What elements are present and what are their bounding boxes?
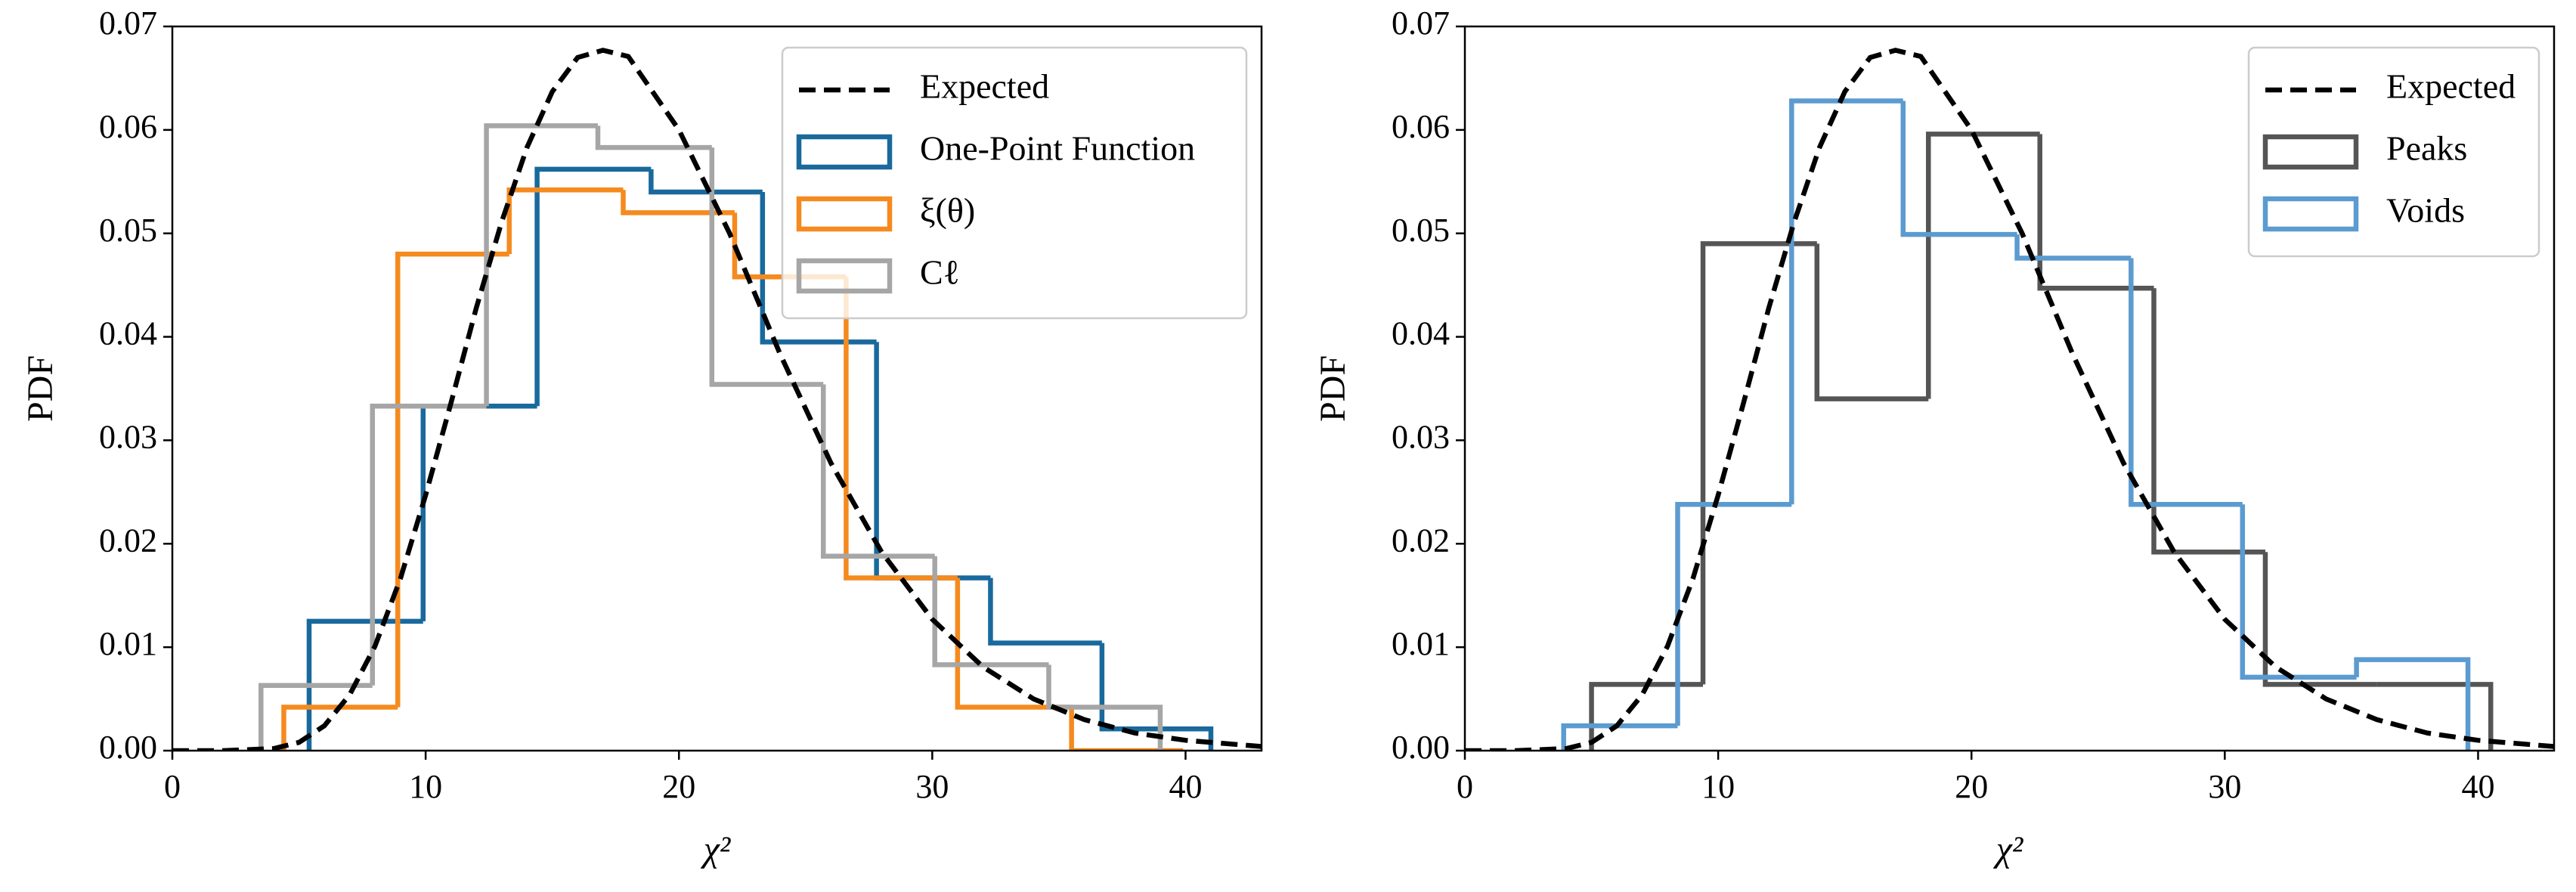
legend-box xyxy=(781,46,1248,320)
x-tick-label: 0 xyxy=(1457,768,1473,805)
histogram-step xyxy=(874,342,991,581)
x-tick-label: 10 xyxy=(1701,768,1735,805)
histogram-step xyxy=(2262,552,2377,687)
expected-curve xyxy=(1465,48,2554,751)
y-tick-label: 0.05 xyxy=(99,212,157,249)
histogram-step xyxy=(2354,657,2471,751)
plot-area xyxy=(1465,48,2554,751)
histogram-step xyxy=(534,166,652,407)
legend-label: Expected xyxy=(920,67,1049,106)
y-tick-label: 0.07 xyxy=(99,5,157,42)
histogram-step xyxy=(760,191,877,345)
histogram-step xyxy=(2151,288,2265,555)
y-tick-label: 0.00 xyxy=(99,729,157,766)
legend-label: Voids xyxy=(2386,191,2465,230)
histogram-step xyxy=(2240,504,2357,680)
histogram-step xyxy=(2014,234,2132,261)
y-tick-label: 0.01 xyxy=(99,625,157,662)
histogram-step xyxy=(1589,682,1704,751)
histogram-step xyxy=(2376,682,2494,751)
histogram-step xyxy=(1099,643,1214,751)
histogram-step xyxy=(1046,664,1163,751)
y-tick-label: 0.07 xyxy=(1392,5,1450,42)
histogram-step xyxy=(2037,134,2154,291)
histogram-step xyxy=(709,147,824,387)
y-axis-label: PDF xyxy=(20,355,60,422)
histogram-step xyxy=(1900,101,2017,237)
x-tick-label: 0 xyxy=(164,768,181,805)
histogram-step xyxy=(1700,241,1817,685)
axes: 0 10 20 30 40 0.00 0.01 0.02 0.03 0.04 0.05 0.06 0.0… xyxy=(1313,5,2556,869)
x-axis-label: χ² xyxy=(701,829,732,869)
expected-curve xyxy=(172,48,1262,751)
y-tick-label: 0.00 xyxy=(1392,729,1450,766)
histogram-step xyxy=(1814,243,1929,401)
x-tick-label: 40 xyxy=(1169,768,1202,805)
x-tick-label: 40 xyxy=(2461,768,2494,805)
histogram-step xyxy=(649,169,763,195)
histogram-step xyxy=(955,578,1072,710)
axes-frame xyxy=(171,25,1263,752)
histogram-step xyxy=(932,556,1049,667)
axes: 0 10 20 30 40 0.00 0.01 0.02 0.03 0.04 0.05 0.06 0.0… xyxy=(20,5,1263,869)
legend-patch xyxy=(2262,196,2359,232)
x-tick-label: 20 xyxy=(1955,768,1988,805)
histogram-step xyxy=(370,404,487,686)
y-tick-label: 0.04 xyxy=(1392,315,1450,352)
x-tick-label: 10 xyxy=(409,768,442,805)
legend: Expected One-Point Function ξ(θ) Cℓ xyxy=(781,46,1248,320)
histogram-step xyxy=(420,404,537,621)
legend-patch xyxy=(2262,134,2359,170)
y-tick-label: 0.03 xyxy=(99,419,157,456)
x-tick-label: 20 xyxy=(662,768,695,805)
histogram-step xyxy=(1561,723,1678,751)
axes-frame xyxy=(1463,25,2556,752)
histogram-step xyxy=(484,123,598,407)
histogram-step xyxy=(821,384,935,559)
x-tick-label: 30 xyxy=(2208,768,2241,805)
x-tick-label: 30 xyxy=(915,768,949,805)
histogram-step xyxy=(2129,258,2243,507)
y-tick-label: 0.01 xyxy=(1392,625,1450,662)
histogram-step xyxy=(1926,132,2040,399)
legend-label: Peaks xyxy=(2386,129,2467,168)
legend-box xyxy=(2247,46,2540,258)
histogram-step xyxy=(395,251,509,708)
y-tick-label: 0.06 xyxy=(99,108,157,145)
histogram-step xyxy=(595,125,712,150)
histogram-step xyxy=(281,705,398,751)
y-tick-label: 0.03 xyxy=(1392,419,1450,456)
legend-patch xyxy=(796,258,893,294)
legend-label: Expected xyxy=(2386,67,2516,106)
histogram-step xyxy=(1675,502,1792,726)
legend-label: One-Point Function xyxy=(920,129,1195,168)
legend-patch xyxy=(796,196,893,232)
y-tick-label: 0.06 xyxy=(1392,108,1450,145)
plot-area xyxy=(172,48,1262,751)
histogram-step xyxy=(506,187,624,255)
legend-label: ξ(θ) xyxy=(920,191,975,230)
y-tick-label: 0.05 xyxy=(1392,212,1450,249)
legend: Expected Peaks Voids xyxy=(2247,46,2540,258)
y-tick-label: 0.04 xyxy=(99,315,157,352)
histogram-step xyxy=(1789,98,1903,505)
histogram-step xyxy=(259,683,373,751)
y-tick-label: 0.02 xyxy=(1392,522,1450,559)
histogram-step xyxy=(621,190,735,215)
histogram-step xyxy=(988,578,1102,646)
legend-label: Cℓ xyxy=(920,253,960,292)
x-axis-label: χ² xyxy=(1993,829,2024,869)
histogram-step xyxy=(1069,707,1184,751)
y-tick-label: 0.02 xyxy=(99,522,157,559)
histogram-step xyxy=(844,277,958,581)
y-axis-label: PDF xyxy=(1313,355,1353,422)
legend-patch xyxy=(796,134,893,170)
